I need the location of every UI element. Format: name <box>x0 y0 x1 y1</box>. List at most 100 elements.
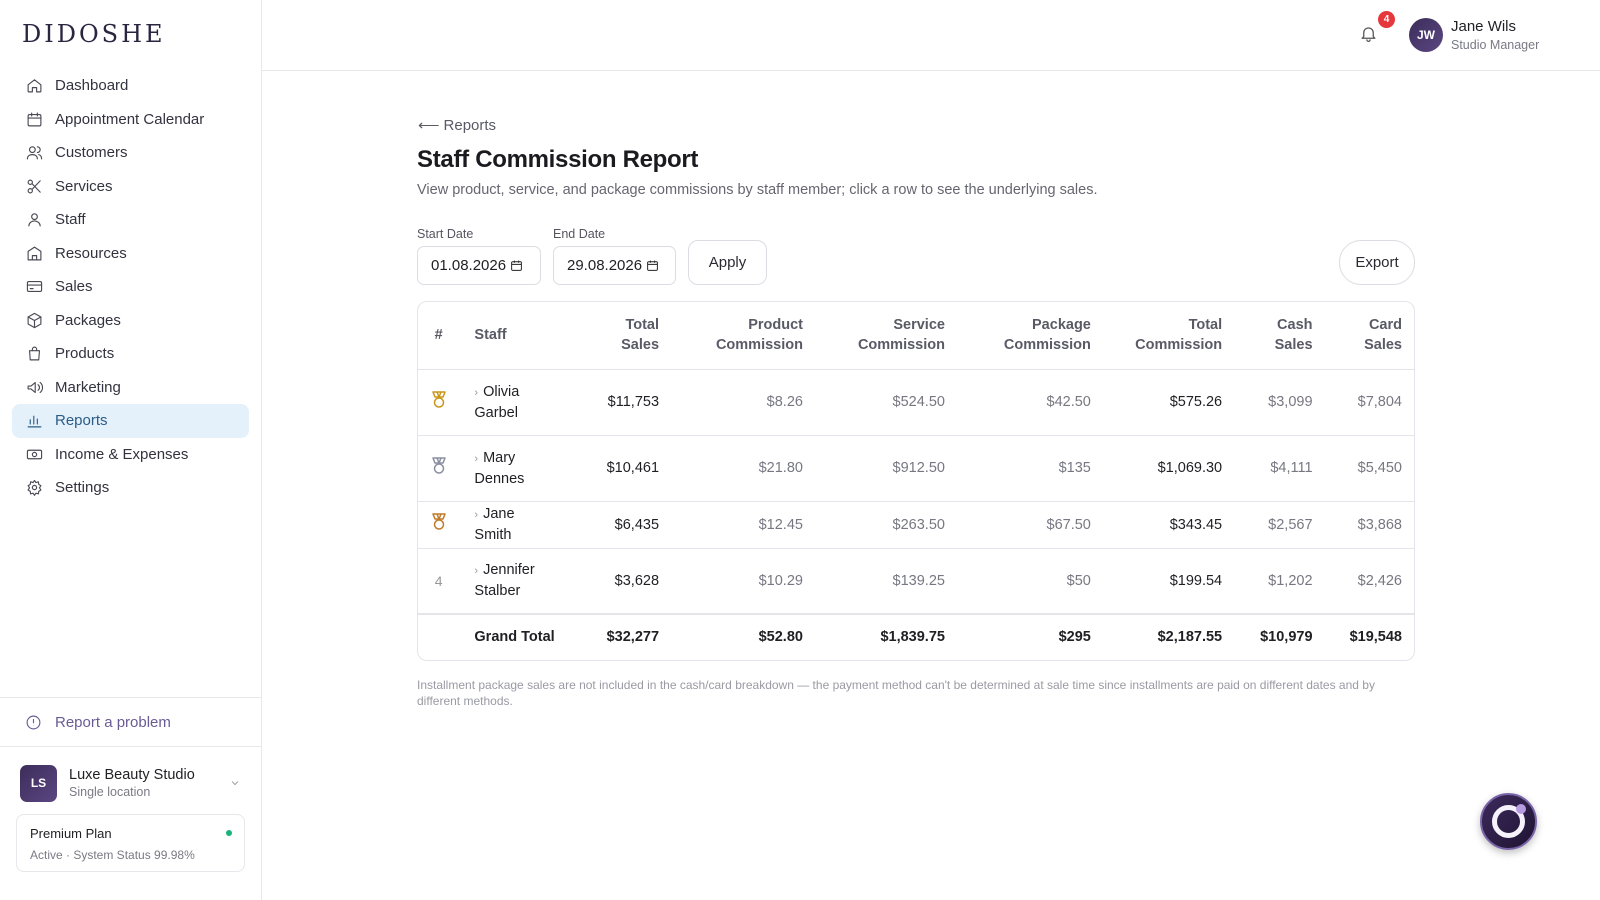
chevron-right-icon[interactable]: › <box>474 386 479 399</box>
chevron-right-icon[interactable]: › <box>474 452 479 465</box>
report-problem-label: Report a problem <box>55 713 171 731</box>
table-row[interactable]: › Olivia Garbel $11,753 $8.26 $524.50 $42.… <box>418 369 1414 436</box>
alert-circle-icon <box>26 715 41 729</box>
sidebar-item-label: Sales <box>55 278 93 296</box>
col-package-commission[interactable]: Package Commission <box>956 302 1103 370</box>
total-commission-cell: $343.45 <box>1102 501 1235 549</box>
grand-total-row: Grand Total $32,277 $52.80 $1,839.75 $29… <box>418 613 1414 659</box>
product-commission-cell: $12.45 <box>671 501 815 549</box>
service-commission-cell: $263.50 <box>814 501 957 549</box>
table-row[interactable]: › Mary Dennes $10,461 $21.80 $912.50 $135 … <box>418 435 1414 502</box>
table-row[interactable]: 4 › Jennifer Stalber $3,628 $10.29 $139.25… <box>418 548 1414 615</box>
back-to-reports-link[interactable]: ⟵ Reports <box>418 116 497 135</box>
product-commission-cell: $8.26 <box>671 369 815 436</box>
chevron-right-icon[interactable]: › <box>474 565 479 578</box>
calendar-icon[interactable] <box>510 259 523 272</box>
end-date-input[interactable]: 29.08.2026 <box>553 246 676 285</box>
end-date-label: End Date <box>553 227 606 241</box>
total-commission-cell: $2,187.55 <box>1102 613 1235 659</box>
rank-cell <box>418 501 460 549</box>
card-sales-cell: $5,450 <box>1324 435 1414 502</box>
card-sales-cell: $7,804 <box>1324 369 1414 436</box>
medal-silver-icon <box>431 456 447 478</box>
col-staff[interactable]: Staff <box>459 302 567 370</box>
sidebar-item-settings[interactable]: Settings <box>12 471 249 505</box>
chevron-right-icon[interactable]: › <box>474 509 479 521</box>
service-commission-cell: $912.50 <box>814 435 957 502</box>
plan-status: Active · System Status 99.98% <box>30 848 195 862</box>
col-total-sales[interactable]: Total Sales <box>566 302 672 370</box>
users-icon <box>25 144 43 162</box>
sidebar-item-appointment-calendar[interactable]: Appointment Calendar <box>12 103 249 137</box>
sidebar-item-label: Dashboard <box>55 77 129 95</box>
brand-logo[interactable]: DIDOSHE <box>22 20 166 48</box>
product-commission-cell: $10.29 <box>671 548 815 615</box>
back-label: Reports <box>443 116 497 134</box>
sidebar-item-services[interactable]: Services <box>12 170 249 204</box>
medal-bronze-icon <box>431 513 447 534</box>
sidebar-item-customers[interactable]: Customers <box>12 136 249 170</box>
studio-switcher[interactable]: LS Luxe Beauty Studio Single location <box>20 763 245 803</box>
col-product-commission[interactable]: Product Commission <box>671 302 815 370</box>
status-dot-icon <box>226 830 232 836</box>
report-problem-link[interactable]: Report a problem <box>0 697 261 747</box>
col-rank[interactable]: # <box>418 302 460 370</box>
cash-sales-cell: $1,202 <box>1234 548 1325 615</box>
sidebar-item-reports[interactable]: Reports <box>12 404 249 438</box>
staff-cell[interactable]: › Olivia Garbel <box>459 369 567 436</box>
rank-cell: 4 <box>418 548 460 615</box>
staff-cell[interactable]: › Mary Dennes <box>459 435 567 502</box>
package-icon <box>25 311 43 329</box>
sidebar-item-sales[interactable]: Sales <box>12 270 249 304</box>
assistant-chat-button[interactable] <box>1480 793 1537 850</box>
sidebar-item-products[interactable]: Products <box>12 337 249 371</box>
col-total-commission[interactable]: Total Commission <box>1102 302 1235 370</box>
staff-cell[interactable]: › Jennifer Stalber <box>459 548 567 615</box>
studio-name: Luxe Beauty Studio <box>69 767 195 783</box>
plan-name: Premium Plan <box>30 826 112 841</box>
medal-gold-icon <box>431 390 447 412</box>
user-name[interactable]: Jane Wils <box>1451 18 1517 35</box>
table-header-row: # Staff Total Sales Product Commission Ser… <box>418 302 1414 370</box>
sidebar-item-packages[interactable]: Packages <box>12 304 249 338</box>
calendar-icon[interactable] <box>646 259 659 272</box>
sidebar-item-marketing[interactable]: Marketing <box>12 371 249 405</box>
gear-icon <box>25 479 43 497</box>
sidebar-item-income-expenses[interactable]: Income & Expenses <box>12 438 249 472</box>
sidebar-item-label: Settings <box>55 479 110 497</box>
notification-badge: 4 <box>1378 11 1395 28</box>
arrow-left-icon: ⟵ <box>418 117 440 134</box>
apply-button[interactable]: Apply <box>688 240 767 285</box>
sidebar-item-dashboard[interactable]: Dashboard <box>12 69 249 103</box>
staff-cell[interactable]: › Jane Smith <box>459 501 567 549</box>
col-cash-sales[interactable]: Cash Sales <box>1234 302 1325 370</box>
sidebar-nav: Dashboard Appointment Calendar Customers… <box>12 69 249 505</box>
col-service-commission[interactable]: Service Commission <box>814 302 957 370</box>
plan-card: Premium Plan Active · System Status 99.9… <box>16 814 245 872</box>
sidebar-item-staff[interactable]: Staff <box>12 203 249 237</box>
end-date-value: 29.08.2026 <box>567 257 643 274</box>
total-sales-cell: $10,461 <box>566 435 672 502</box>
chevron-down-icon <box>231 781 239 786</box>
page-title: Staff Commission Report <box>417 146 699 173</box>
table-row[interactable]: › Jane Smith $6,435 $12.45 $263.50 $67.50… <box>418 501 1414 549</box>
notifications-button[interactable] <box>1359 24 1383 48</box>
export-button[interactable]: Export <box>1339 240 1415 285</box>
package-commission-cell: $135 <box>956 435 1103 502</box>
studio-avatar: LS <box>20 764 57 802</box>
service-commission-cell: $139.25 <box>814 548 957 615</box>
total-sales-cell: $3,628 <box>566 548 672 615</box>
sidebar-item-resources[interactable]: Resources <box>12 237 249 271</box>
total-sales-cell: $6,435 <box>566 501 672 549</box>
rank-cell <box>418 369 460 436</box>
avatar[interactable]: JW <box>1409 18 1443 52</box>
card-sales-cell: $2,426 <box>1324 548 1414 615</box>
sidebar-item-label: Services <box>55 177 113 195</box>
user-icon <box>25 211 43 229</box>
package-commission-cell: $42.50 <box>956 369 1103 436</box>
col-card-sales[interactable]: Card Sales <box>1324 302 1414 370</box>
start-date-input[interactable]: 01.08.2026 <box>417 246 541 285</box>
total-commission-cell: $199.54 <box>1102 548 1235 615</box>
cash-sales-cell: $3,099 <box>1234 369 1325 436</box>
footnote: Installment package sales are not includ… <box>417 678 1375 708</box>
